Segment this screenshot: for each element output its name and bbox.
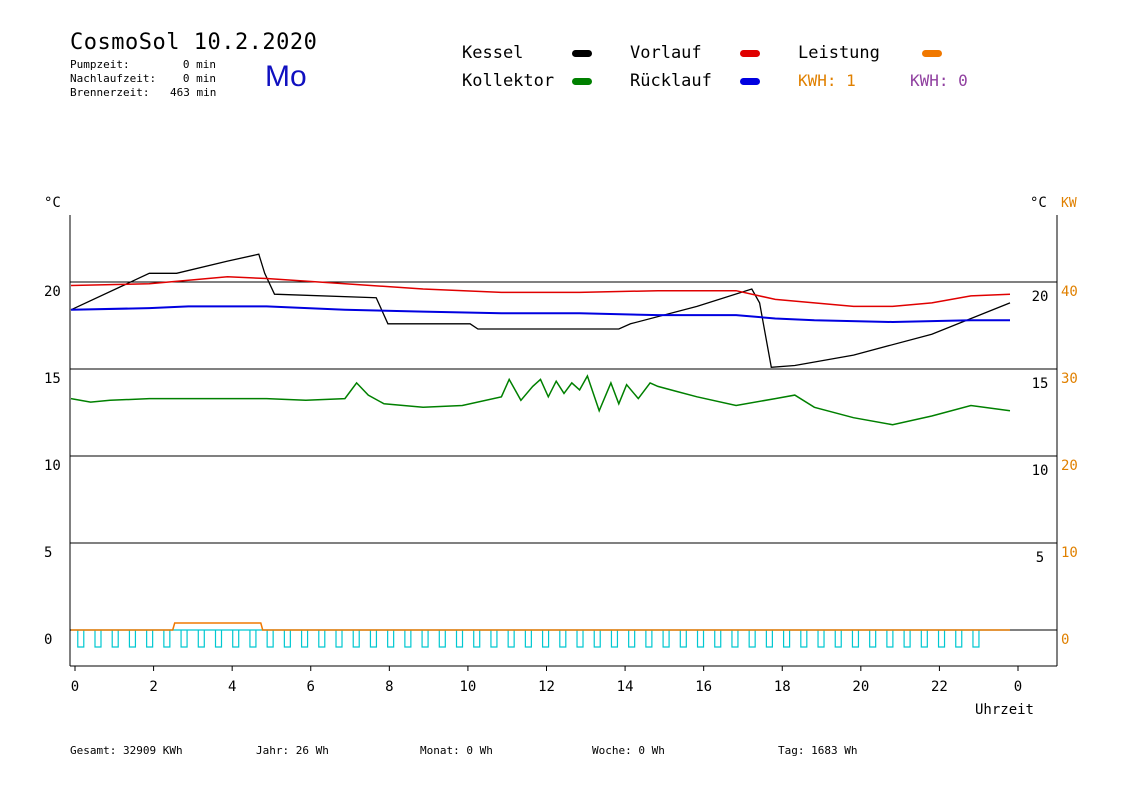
series-leistung (71, 622, 1010, 631)
x-tick-label: 22 (931, 679, 948, 695)
series-vorlauf (70, 276, 1011, 308)
footer-gesamt: Gesamt: 32909 KWh (70, 744, 183, 757)
series-kessel (70, 253, 1011, 368)
legend-swatch-leistung (922, 50, 942, 57)
y-tick-kw: 20 (1061, 458, 1078, 474)
y-axis-label-right: °C (1030, 195, 1047, 211)
y-tick-kw: 10 (1061, 545, 1078, 561)
x-tick-label: 12 (538, 679, 555, 695)
x-axis-label: Uhrzeit (975, 702, 1034, 718)
footer-jahr: Jahr: 26 Wh (256, 744, 329, 757)
y-tick-kw: 0 (1061, 632, 1069, 648)
stat-label: Brennerzeit: (70, 86, 150, 99)
legend-vorlauf: Vorlauf (630, 43, 702, 63)
legend-kessel: Kessel (462, 43, 524, 63)
y-axis-label-left: °C (44, 195, 61, 211)
y-tick-left: 10 (44, 458, 61, 474)
x-tick-label: 18 (774, 679, 791, 695)
x-tick-label: 16 (695, 679, 712, 695)
legend-leistung: Leistung (798, 43, 880, 63)
x-tick-label: 0 (71, 679, 79, 695)
legend-swatch-ruecklauf (740, 78, 760, 85)
x-tick-label: 0 (1014, 679, 1022, 695)
footer-monat: Monat: 0 Wh (420, 744, 493, 757)
weekday-label: Mo (265, 60, 307, 93)
x-tick-label: 6 (307, 679, 315, 695)
footer-woche: Woche: 0 Wh (592, 744, 665, 757)
y-tick-right: 20 (1032, 289, 1049, 305)
x-tick-label: 20 (852, 679, 869, 695)
series-kollektor (70, 374, 1011, 426)
y-tick-right: 15 (1032, 376, 1049, 392)
stat-value: 0 min (182, 72, 216, 85)
stat-value: 0 min (182, 58, 216, 71)
y-tick-right: 10 (1032, 463, 1049, 479)
y-tick-right: 5 (1036, 550, 1044, 566)
legend-swatch-kessel (572, 50, 592, 57)
x-tick-label: 2 (149, 679, 157, 695)
stat-nachlaufzeit: Nachlaufzeit: 0 min (70, 72, 216, 85)
y-axis-label-kw: KW (1061, 196, 1077, 211)
x-tick-label: 8 (385, 679, 393, 695)
stat-value: 463 min (170, 86, 217, 99)
y-tick-left: 20 (44, 284, 61, 300)
kwh-secondary: KWH: 0 (910, 71, 968, 90)
stat-brennerzeit: Brennerzeit: 463 min (70, 86, 216, 99)
series-ruecklauf (70, 305, 1010, 324)
legend-ruecklauf: Rücklauf (630, 71, 712, 91)
x-tick-label: 14 (617, 679, 634, 695)
x-tick-label: 10 (459, 679, 476, 695)
x-tick-label: 4 (228, 679, 236, 695)
kwh-leistung: KWH: 1 (798, 71, 856, 90)
pump-pulses (77, 630, 980, 648)
stat-pumpzeit: Pumpzeit: 0 min (70, 58, 216, 71)
app-title: CosmoSol 10.2.2020 (70, 30, 318, 55)
y-tick-left: 0 (44, 632, 52, 648)
y-tick-left: 5 (44, 545, 52, 561)
stat-label: Pumpzeit: (70, 58, 130, 71)
stat-label: Nachlaufzeit: (70, 72, 157, 85)
footer-tag: Tag: 1683 Wh (778, 744, 858, 757)
legend-swatch-kollektor (572, 78, 592, 85)
y-tick-left: 15 (44, 371, 61, 387)
legend-swatch-vorlauf (740, 50, 760, 57)
legend-kollektor: Kollektor (462, 71, 555, 91)
y-tick-kw: 30 (1061, 371, 1078, 387)
y-tick-kw: 40 (1061, 284, 1078, 300)
